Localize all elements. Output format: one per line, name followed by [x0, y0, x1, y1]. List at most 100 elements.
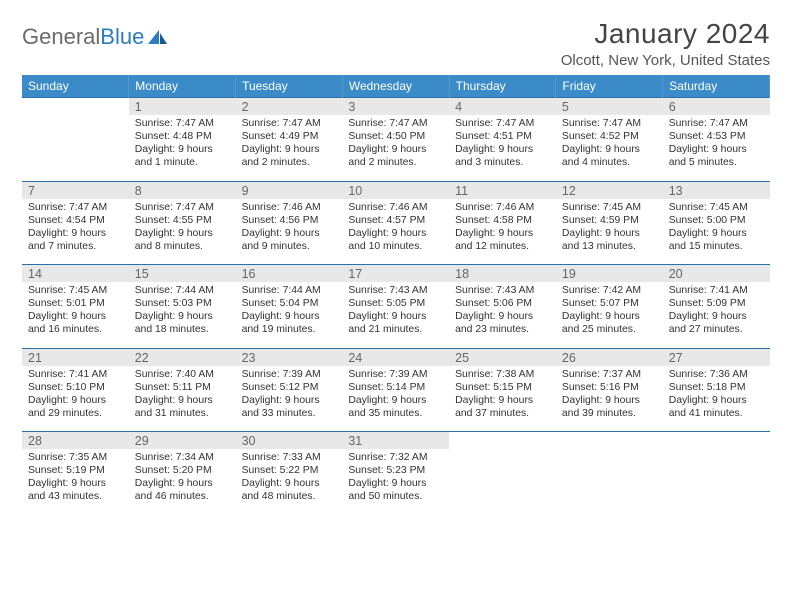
- day-number-cell: 9: [236, 181, 343, 199]
- sunset-line: Sunset: 4:56 PM: [242, 214, 337, 227]
- calendar-head: SundayMondayTuesdayWednesdayThursdayFrid…: [22, 75, 770, 98]
- daylight-line: Daylight: 9 hours and 19 minutes.: [242, 310, 337, 336]
- day-content-cell: Sunrise: 7:47 AMSunset: 4:50 PMDaylight:…: [342, 115, 449, 181]
- day-content-cell: Sunrise: 7:44 AMSunset: 5:04 PMDaylight:…: [236, 282, 343, 348]
- sunrise-line: Sunrise: 7:45 AM: [28, 284, 123, 297]
- sunrise-line: Sunrise: 7:43 AM: [348, 284, 443, 297]
- daylight-line: Daylight: 9 hours and 4 minutes.: [562, 143, 657, 169]
- sunset-line: Sunset: 4:55 PM: [135, 214, 230, 227]
- daylight-line: Daylight: 9 hours and 5 minutes.: [669, 143, 764, 169]
- daylight-line: Daylight: 9 hours and 9 minutes.: [242, 227, 337, 253]
- day-number-row: 21222324252627: [22, 348, 770, 366]
- sunset-line: Sunset: 4:59 PM: [562, 214, 657, 227]
- sunset-line: Sunset: 5:15 PM: [455, 381, 550, 394]
- day-number-cell: 23: [236, 348, 343, 366]
- sunset-line: Sunset: 4:53 PM: [669, 130, 764, 143]
- daylight-line: Daylight: 9 hours and 37 minutes.: [455, 394, 550, 420]
- day-number-cell: 6: [663, 98, 770, 116]
- sunset-line: Sunset: 4:48 PM: [135, 130, 230, 143]
- daylight-line: Daylight: 9 hours and 1 minute.: [135, 143, 230, 169]
- day-content-cell: Sunrise: 7:47 AMSunset: 4:48 PMDaylight:…: [129, 115, 236, 181]
- sunrise-line: Sunrise: 7:45 AM: [669, 201, 764, 214]
- day-content-cell: Sunrise: 7:40 AMSunset: 5:11 PMDaylight:…: [129, 366, 236, 432]
- day-number-row: 123456: [22, 98, 770, 116]
- day-number-cell: 1: [129, 98, 236, 116]
- day-content-row: Sunrise: 7:35 AMSunset: 5:19 PMDaylight:…: [22, 449, 770, 515]
- day-number-cell: 8: [129, 181, 236, 199]
- daylight-line: Daylight: 9 hours and 41 minutes.: [669, 394, 764, 420]
- sunset-line: Sunset: 5:23 PM: [348, 464, 443, 477]
- day-number-cell: 7: [22, 181, 129, 199]
- calendar-table: SundayMondayTuesdayWednesdayThursdayFrid…: [22, 75, 770, 515]
- day-number-row: 28293031: [22, 432, 770, 450]
- sunset-line: Sunset: 4:52 PM: [562, 130, 657, 143]
- sunrise-line: Sunrise: 7:32 AM: [348, 451, 443, 464]
- day-content-cell: Sunrise: 7:46 AMSunset: 4:56 PMDaylight:…: [236, 199, 343, 265]
- day-content-cell: Sunrise: 7:41 AMSunset: 5:10 PMDaylight:…: [22, 366, 129, 432]
- daylight-line: Daylight: 9 hours and 18 minutes.: [135, 310, 230, 336]
- day-number-cell: 14: [22, 265, 129, 283]
- sunrise-line: Sunrise: 7:45 AM: [562, 201, 657, 214]
- day-number-cell: 3: [342, 98, 449, 116]
- weekday-header: Saturday: [663, 75, 770, 98]
- day-content-cell: Sunrise: 7:46 AMSunset: 4:58 PMDaylight:…: [449, 199, 556, 265]
- sunrise-line: Sunrise: 7:46 AM: [348, 201, 443, 214]
- day-content-row: Sunrise: 7:45 AMSunset: 5:01 PM Daylight:…: [22, 282, 770, 348]
- logo-text-blue: Blue: [100, 24, 144, 50]
- weekday-header: Sunday: [22, 75, 129, 98]
- sunset-line: Sunset: 4:54 PM: [28, 214, 123, 227]
- daylight-line: Daylight: 9 hours and 39 minutes.: [562, 394, 657, 420]
- day-number-cell: 13: [663, 181, 770, 199]
- day-content-row: Sunrise: 7:47 AMSunset: 4:54 PMDaylight:…: [22, 199, 770, 265]
- daylight-line: Daylight: 9 hours and 8 minutes.: [135, 227, 230, 253]
- sunrise-line: Sunrise: 7:47 AM: [135, 117, 230, 130]
- daylight-line: Daylight: 9 hours and 7 minutes.: [28, 227, 123, 253]
- day-content-cell: [663, 449, 770, 515]
- sunrise-line: Sunrise: 7:41 AM: [28, 368, 123, 381]
- sunset-line: Sunset: 5:00 PM: [669, 214, 764, 227]
- day-content-cell: Sunrise: 7:45 AMSunset: 4:59 PMDaylight:…: [556, 199, 663, 265]
- sunset-line: Sunset: 5:03 PM: [135, 297, 230, 310]
- sunset-line: Sunset: 5:07 PM: [562, 297, 657, 310]
- location-text: Olcott, New York, United States: [561, 52, 770, 69]
- day-number-cell: 27: [663, 348, 770, 366]
- sunrise-line: Sunrise: 7:44 AM: [242, 284, 337, 297]
- day-number-cell: 24: [342, 348, 449, 366]
- day-number-cell: 19: [556, 265, 663, 283]
- sunrise-line: Sunrise: 7:35 AM: [28, 451, 123, 464]
- title-block: January 2024 Olcott, New York, United St…: [561, 18, 770, 69]
- daylight-line: Daylight: 9 hours and 27 minutes.: [669, 310, 764, 336]
- day-content-cell: Sunrise: 7:32 AMSunset: 5:23 PMDaylight:…: [342, 449, 449, 515]
- weekday-header: Thursday: [449, 75, 556, 98]
- sunset-line: Sunset: 5:22 PM: [242, 464, 337, 477]
- sunrise-line: Sunrise: 7:47 AM: [455, 117, 550, 130]
- sunset-line: Sunset: 4:58 PM: [455, 214, 550, 227]
- daylight-line: Daylight: 9 hours and 33 minutes.: [242, 394, 337, 420]
- day-content-cell: Sunrise: 7:46 AMSunset: 4:57 PMDaylight:…: [342, 199, 449, 265]
- sunrise-line: Sunrise: 7:34 AM: [135, 451, 230, 464]
- sunset-line: Sunset: 5:05 PM: [348, 297, 443, 310]
- sunrise-line: Sunrise: 7:47 AM: [135, 201, 230, 214]
- day-number-cell: 26: [556, 348, 663, 366]
- day-number-cell: 2: [236, 98, 343, 116]
- daylight-line: Daylight: 9 hours and 15 minutes.: [669, 227, 764, 253]
- sunset-line: Sunset: 4:50 PM: [348, 130, 443, 143]
- sunset-line: Sunset: 4:57 PM: [348, 214, 443, 227]
- day-content-cell: Sunrise: 7:41 AMSunset: 5:09 PMDaylight:…: [663, 282, 770, 348]
- sunrise-line: Sunrise: 7:38 AM: [455, 368, 550, 381]
- logo-sail-icon: [147, 28, 169, 46]
- day-content-cell: Sunrise: 7:43 AMSunset: 5:06 PMDaylight:…: [449, 282, 556, 348]
- sunset-line: Sunset: 5:18 PM: [669, 381, 764, 394]
- day-content-cell: Sunrise: 7:35 AMSunset: 5:19 PMDaylight:…: [22, 449, 129, 515]
- daylight-line: Daylight: 9 hours and 10 minutes.: [348, 227, 443, 253]
- day-content-cell: Sunrise: 7:47 AMSunset: 4:52 PMDaylight:…: [556, 115, 663, 181]
- sunset-line: Sunset: 5:11 PM: [135, 381, 230, 394]
- sunrise-line: Sunrise: 7:36 AM: [669, 368, 764, 381]
- day-number-cell: 15: [129, 265, 236, 283]
- day-number-cell: 17: [342, 265, 449, 283]
- sunrise-line: Sunrise: 7:39 AM: [242, 368, 337, 381]
- day-number-cell: [556, 432, 663, 450]
- sunset-line: Sunset: 5:01 PM: [28, 297, 123, 310]
- day-content-cell: Sunrise: 7:38 AMSunset: 5:15 PMDaylight:…: [449, 366, 556, 432]
- sunrise-line: Sunrise: 7:47 AM: [562, 117, 657, 130]
